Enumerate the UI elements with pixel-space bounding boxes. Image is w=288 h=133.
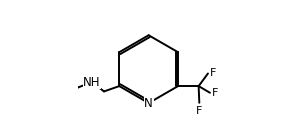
Text: F: F bbox=[196, 106, 202, 116]
Text: N: N bbox=[144, 97, 153, 110]
Text: F: F bbox=[210, 68, 216, 78]
Text: F: F bbox=[212, 88, 218, 97]
Text: NH: NH bbox=[83, 76, 101, 89]
